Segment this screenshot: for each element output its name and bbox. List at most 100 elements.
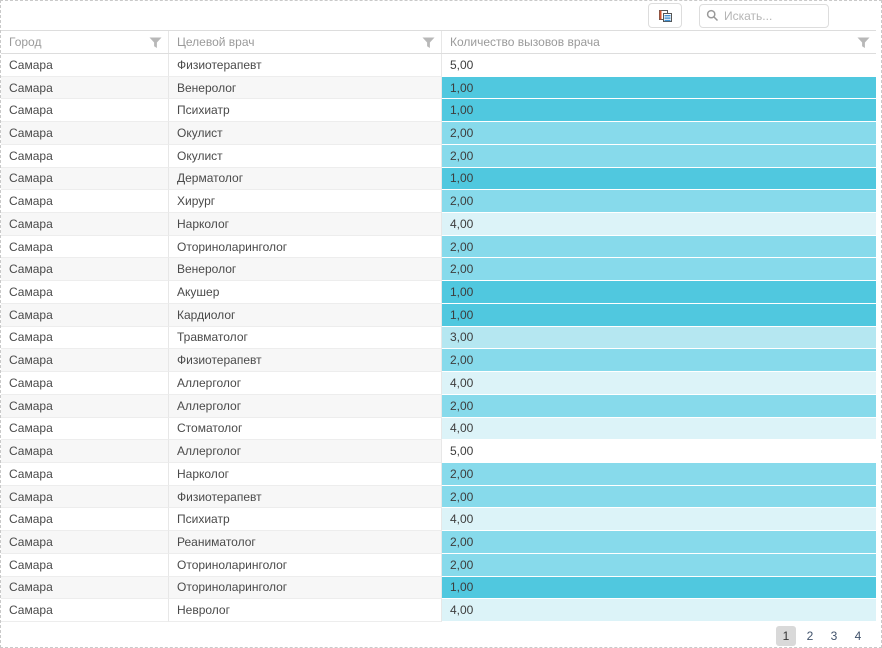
cell-calls-heat: 2,00 bbox=[442, 190, 876, 214]
cell-doctor: Физиотерапевт bbox=[169, 54, 442, 77]
cell-calls-heat: 2,00 bbox=[442, 531, 876, 554]
pager-page-button[interactable]: 3 bbox=[830, 628, 838, 643]
table-row[interactable]: Самара Хирург 2,00 bbox=[1, 190, 876, 214]
cell-doctor: Дерматолог bbox=[169, 167, 442, 191]
cell-calls-heat: 1,00 bbox=[442, 76, 876, 100]
cell-city: Самара bbox=[1, 99, 169, 123]
grid-header-row: Город Целевой врач Количество вызовов вр… bbox=[1, 31, 876, 54]
cell-calls-heat: 5,00 bbox=[442, 440, 876, 463]
cell-calls-heat: 4,00 bbox=[442, 417, 876, 441]
column-header-label: Количество вызовов врача bbox=[450, 35, 600, 49]
table-row[interactable]: Самара Реаниматолог 2,00 bbox=[1, 531, 876, 554]
table-row[interactable]: Самара Травматолог 3,00 bbox=[1, 326, 876, 350]
cell-calls-heat: 2,00 bbox=[442, 144, 876, 168]
cell-doctor: Травматолог bbox=[169, 326, 442, 350]
cell-doctor: Аллерголог bbox=[169, 440, 442, 463]
cell-city: Самара bbox=[1, 372, 169, 395]
cell-doctor: Оториноларинголог bbox=[169, 235, 442, 259]
cell-city: Самара bbox=[1, 349, 169, 373]
table-row[interactable]: Самара Оториноларинголог 2,00 bbox=[1, 235, 876, 259]
table-row[interactable]: Самара Аллерголог 5,00 bbox=[1, 440, 876, 463]
cell-city: Самара bbox=[1, 303, 169, 327]
table-row[interactable]: Самара Аллерголог 2,00 bbox=[1, 394, 876, 418]
cell-calls-heat: 2,00 bbox=[442, 394, 876, 418]
cell-city: Самара bbox=[1, 167, 169, 191]
filter-funnel-icon[interactable] bbox=[422, 36, 435, 49]
cell-city: Самара bbox=[1, 144, 169, 168]
pager-page-button[interactable]: 4 bbox=[854, 628, 862, 643]
table-row[interactable]: Самара Физиотерапевт 2,00 bbox=[1, 485, 876, 509]
cell-doctor: Аллерголог bbox=[169, 394, 442, 418]
cell-city: Самара bbox=[1, 54, 169, 77]
table-row[interactable]: Самара Физиотерапевт 5,00 bbox=[1, 54, 876, 77]
cell-doctor: Физиотерапевт bbox=[169, 485, 442, 509]
column-header-doctor[interactable]: Целевой врач bbox=[169, 31, 442, 53]
table-row[interactable]: Самара Нарколог 4,00 bbox=[1, 213, 876, 236]
table-row[interactable]: Самара Кардиолог 1,00 bbox=[1, 303, 876, 327]
table-row[interactable]: Самара Окулист 2,00 bbox=[1, 144, 876, 168]
pager-page-button[interactable]: 2 bbox=[806, 628, 814, 643]
cell-city: Самара bbox=[1, 235, 169, 259]
cell-doctor: Психиатр bbox=[169, 99, 442, 123]
filter-funnel-icon[interactable] bbox=[857, 36, 870, 49]
cell-city: Самара bbox=[1, 281, 169, 304]
data-grid: Город Целевой врач Количество вызовов вр… bbox=[1, 30, 876, 647]
cell-city: Самара bbox=[1, 462, 169, 486]
table-row[interactable]: Самара Психиатр 1,00 bbox=[1, 99, 876, 123]
cell-doctor: Физиотерапевт bbox=[169, 349, 442, 373]
cell-calls-heat: 4,00 bbox=[442, 372, 876, 395]
filter-funnel-icon[interactable] bbox=[149, 36, 162, 49]
cell-calls-heat: 1,00 bbox=[442, 303, 876, 327]
table-row[interactable]: Самара Психиатр 4,00 bbox=[1, 508, 876, 532]
table-row[interactable]: Самара Дерматолог 1,00 bbox=[1, 167, 876, 191]
table-row[interactable]: Самара Аллерголог 4,00 bbox=[1, 372, 876, 395]
cell-doctor: Венеролог bbox=[169, 76, 442, 100]
cell-calls-heat: 4,00 bbox=[442, 599, 876, 622]
table-row[interactable]: Самара Оториноларинголог 2,00 bbox=[1, 553, 876, 577]
grid-body: Самара Физиотерапевт 5,00 Самара Венерол… bbox=[1, 54, 876, 622]
export-button[interactable] bbox=[648, 3, 682, 28]
table-row[interactable]: Самара Невролог 4,00 bbox=[1, 599, 876, 622]
cell-doctor: Нарколог bbox=[169, 213, 442, 236]
cell-calls-heat: 4,00 bbox=[442, 508, 876, 532]
cell-calls-heat: 1,00 bbox=[442, 99, 876, 123]
table-row[interactable]: Самара Венеролог 1,00 bbox=[1, 76, 876, 100]
table-row[interactable]: Самара Венеролог 2,00 bbox=[1, 258, 876, 282]
cell-city: Самара bbox=[1, 599, 169, 622]
cell-calls-heat: 1,00 bbox=[442, 167, 876, 191]
search-box bbox=[699, 3, 829, 28]
cell-city: Самара bbox=[1, 258, 169, 282]
table-row[interactable]: Самара Стоматолог 4,00 bbox=[1, 417, 876, 441]
column-header-label: Город bbox=[9, 35, 42, 49]
cell-calls-heat: 2,00 bbox=[442, 485, 876, 509]
table-row[interactable]: Самара Физиотерапевт 2,00 bbox=[1, 349, 876, 373]
search-input[interactable] bbox=[724, 8, 822, 23]
table-row[interactable]: Самара Оториноларинголог 1,00 bbox=[1, 576, 876, 600]
table-row[interactable]: Самара Акушер 1,00 bbox=[1, 281, 876, 304]
cell-doctor: Акушер bbox=[169, 281, 442, 304]
cell-calls-heat: 2,00 bbox=[442, 122, 876, 145]
pager-page-button[interactable]: 1 bbox=[776, 625, 796, 646]
cell-city: Самара bbox=[1, 213, 169, 236]
cell-calls-heat: 1,00 bbox=[442, 576, 876, 600]
cell-city: Самара bbox=[1, 553, 169, 577]
cell-doctor: Реаниматолог bbox=[169, 531, 442, 554]
table-row[interactable]: Самара Окулист 2,00 bbox=[1, 122, 876, 145]
cell-doctor: Психиатр bbox=[169, 508, 442, 532]
cell-doctor: Окулист bbox=[169, 144, 442, 168]
cell-doctor: Нарколог bbox=[169, 462, 442, 486]
cell-calls-heat: 2,00 bbox=[442, 258, 876, 282]
table-row[interactable]: Самара Нарколог 2,00 bbox=[1, 462, 876, 486]
cell-city: Самара bbox=[1, 394, 169, 418]
cell-calls-heat: 2,00 bbox=[442, 553, 876, 577]
cell-doctor: Оториноларинголог bbox=[169, 553, 442, 577]
cell-doctor: Оториноларинголог bbox=[169, 576, 442, 600]
cell-doctor: Окулист bbox=[169, 122, 442, 145]
cell-doctor: Венеролог bbox=[169, 258, 442, 282]
cell-calls-heat: 4,00 bbox=[442, 213, 876, 236]
column-header-calls[interactable]: Количество вызовов врача bbox=[442, 31, 876, 53]
cell-calls-heat: 2,00 bbox=[442, 462, 876, 486]
column-header-city[interactable]: Город bbox=[1, 31, 169, 53]
